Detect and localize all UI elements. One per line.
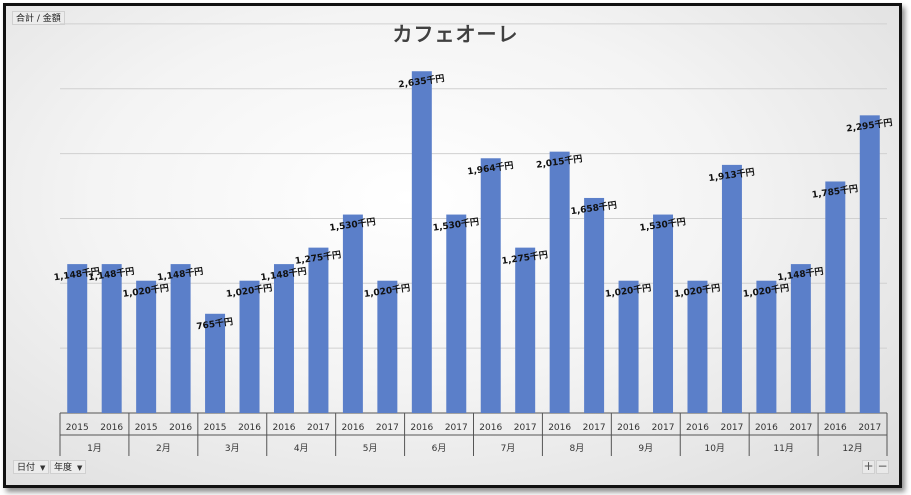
axis-field-button-year[interactable]: 年度 ▼ xyxy=(50,460,87,474)
x-tick-label-month: 2月 xyxy=(156,443,171,454)
expand-field-button[interactable]: + xyxy=(862,459,875,474)
x-tick-label-year: 2016 xyxy=(100,423,123,433)
x-tick-label-month: 9月 xyxy=(638,443,653,454)
bar xyxy=(549,151,570,414)
bar xyxy=(584,197,605,413)
bar xyxy=(308,247,329,413)
bar xyxy=(377,280,398,413)
bar xyxy=(653,214,674,413)
bar xyxy=(618,280,639,413)
x-tick-label-year: 2015 xyxy=(204,423,227,433)
x-tick-label-year: 2016 xyxy=(824,423,847,433)
bar xyxy=(411,71,432,413)
x-tick-label-year: 2017 xyxy=(858,423,881,433)
bar xyxy=(687,280,708,413)
x-tick-label-year: 2017 xyxy=(583,423,606,433)
x-tick-label-month: 11月 xyxy=(773,443,793,454)
x-tick-label-year: 2016 xyxy=(169,423,192,433)
x-tick-label-year: 2016 xyxy=(410,423,433,433)
x-tick-label-year: 2016 xyxy=(479,423,502,433)
x-tick-label-year: 2017 xyxy=(720,423,743,433)
x-tick-label-month: 8月 xyxy=(570,443,585,454)
x-tick-label-year: 2017 xyxy=(652,423,675,433)
bar xyxy=(515,247,536,413)
chart-title: カフェオーレ xyxy=(392,22,519,46)
x-tick-label-year: 2015 xyxy=(135,423,158,433)
bar xyxy=(136,280,157,413)
x-tick-label-month: 4月 xyxy=(294,443,309,454)
x-tick-label-year: 2016 xyxy=(238,423,261,433)
x-tick-label-year: 2016 xyxy=(755,423,778,433)
bar xyxy=(342,214,363,413)
bar xyxy=(239,280,260,413)
bar xyxy=(825,181,846,413)
x-tick-label-month: 12月 xyxy=(842,443,862,454)
x-tick-label-year: 2017 xyxy=(445,423,468,433)
bar xyxy=(480,158,501,413)
x-tick-label-year: 2017 xyxy=(307,423,330,433)
bar xyxy=(721,164,742,413)
bar xyxy=(859,115,880,413)
bar xyxy=(273,264,294,413)
bar xyxy=(756,280,777,413)
x-tick-label-year: 2017 xyxy=(789,423,812,433)
axis-field-date-label: 日付 xyxy=(17,463,36,473)
bar xyxy=(67,264,88,413)
bar xyxy=(790,264,811,413)
x-tick-label-month: 10月 xyxy=(704,443,724,454)
x-tick-label-year: 2016 xyxy=(273,423,296,433)
x-tick-label-year: 2016 xyxy=(548,423,571,433)
x-tick-label-month: 1月 xyxy=(87,443,102,454)
axis-field-year-label: 年度 xyxy=(54,463,73,473)
x-tick-label-month: 3月 xyxy=(225,443,240,454)
x-tick-label-year: 2017 xyxy=(376,423,399,433)
x-tick-label-month: 7月 xyxy=(501,443,516,454)
x-tick-label-year: 2016 xyxy=(617,423,640,433)
x-tick-label-month: 6月 xyxy=(432,443,447,454)
x-tick-label-year: 2016 xyxy=(341,423,364,433)
x-tick-label-year: 2015 xyxy=(66,423,89,433)
x-tick-label-month: 5月 xyxy=(363,443,378,454)
bar xyxy=(446,214,467,413)
bar xyxy=(170,264,191,413)
bar xyxy=(101,264,122,413)
axis-field-button-date[interactable]: 日付 ▼ xyxy=(13,460,50,474)
dropdown-arrow-icon: ▼ xyxy=(77,464,83,472)
dropdown-arrow-icon: ▼ xyxy=(40,464,46,472)
collapse-field-button[interactable]: − xyxy=(876,459,889,474)
value-field-label: 合計 / 金額 xyxy=(16,14,61,24)
x-tick-label-year: 2016 xyxy=(686,423,709,433)
value-field-button[interactable]: 合計 / 金額 xyxy=(12,11,65,25)
bar xyxy=(205,313,226,413)
x-tick-label-year: 2017 xyxy=(514,423,537,433)
